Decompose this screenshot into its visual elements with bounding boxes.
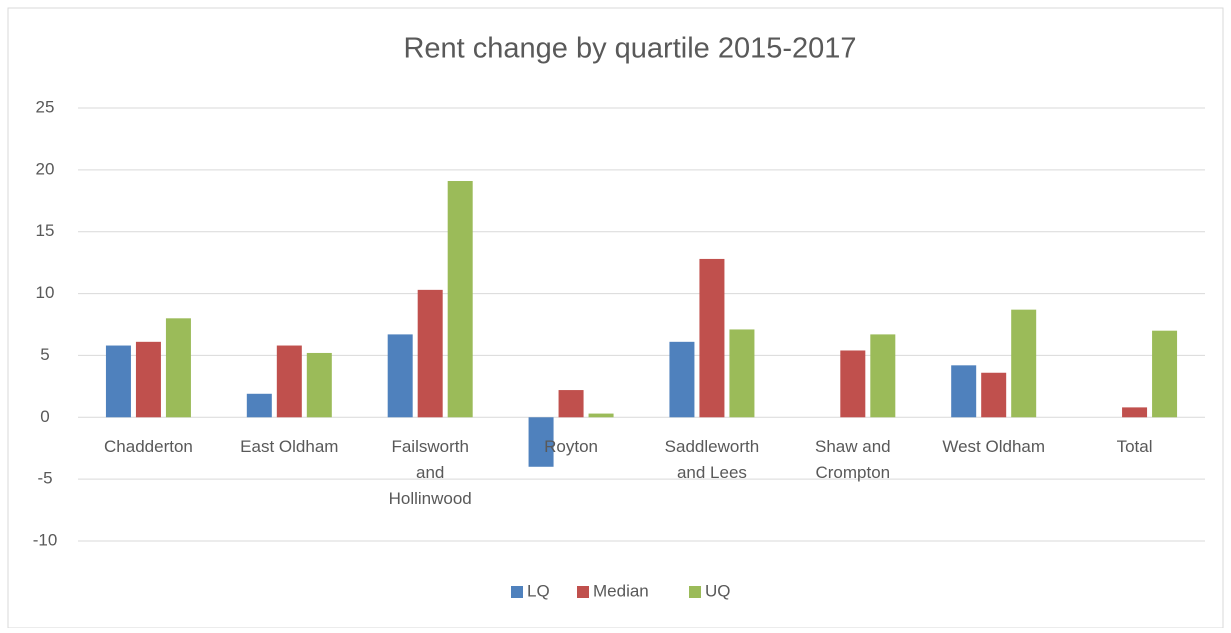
x-tick-label: Total [1117,437,1153,456]
bar [870,334,896,418]
bar [558,390,584,418]
x-tick-label: Royton [544,437,598,456]
y-tick-label: 15 [36,221,55,240]
bar [840,350,866,418]
bar [588,413,614,418]
legend-swatch [577,586,589,598]
chart-border [7,7,1224,629]
x-tick-label: East Oldham [240,437,338,456]
bar [699,258,725,418]
y-tick-label: 20 [36,159,55,178]
legend-swatch [511,586,523,598]
y-tick-label: 5 [40,345,49,364]
legend-swatch [689,586,701,598]
bar [669,341,695,418]
legend-label: Median [593,581,649,600]
y-tick-label: 10 [36,283,55,302]
bar [981,372,1007,418]
bar [165,318,191,418]
legend-label: LQ [527,581,550,600]
chart-title: Rent change by quartile 2015-2017 [403,33,856,65]
bar [1011,309,1037,418]
y-tick-label: -10 [33,530,58,549]
bar [135,341,161,418]
bar [246,393,272,418]
x-tick-label: Shaw and Crompton [815,437,891,482]
bar [447,180,473,418]
bar [387,334,413,418]
y-tick-label: -5 [37,469,52,488]
bar [306,352,332,418]
x-tick-label: Failsworth and Hollinwood [389,437,472,508]
bar [1122,407,1148,418]
legend-label: UQ [705,581,731,600]
bar [276,345,302,418]
y-tick-label: 25 [36,97,55,116]
y-tick-label: 0 [40,407,49,426]
bar [951,365,977,418]
x-tick-label: Saddleworth and Lees [665,437,760,482]
bar [417,289,443,418]
x-tick-label: West Oldham [942,437,1045,456]
x-tick-label: Chadderton [104,437,193,456]
bar [105,345,131,418]
bar [729,329,755,418]
bar [1152,330,1178,418]
bar [528,417,554,467]
